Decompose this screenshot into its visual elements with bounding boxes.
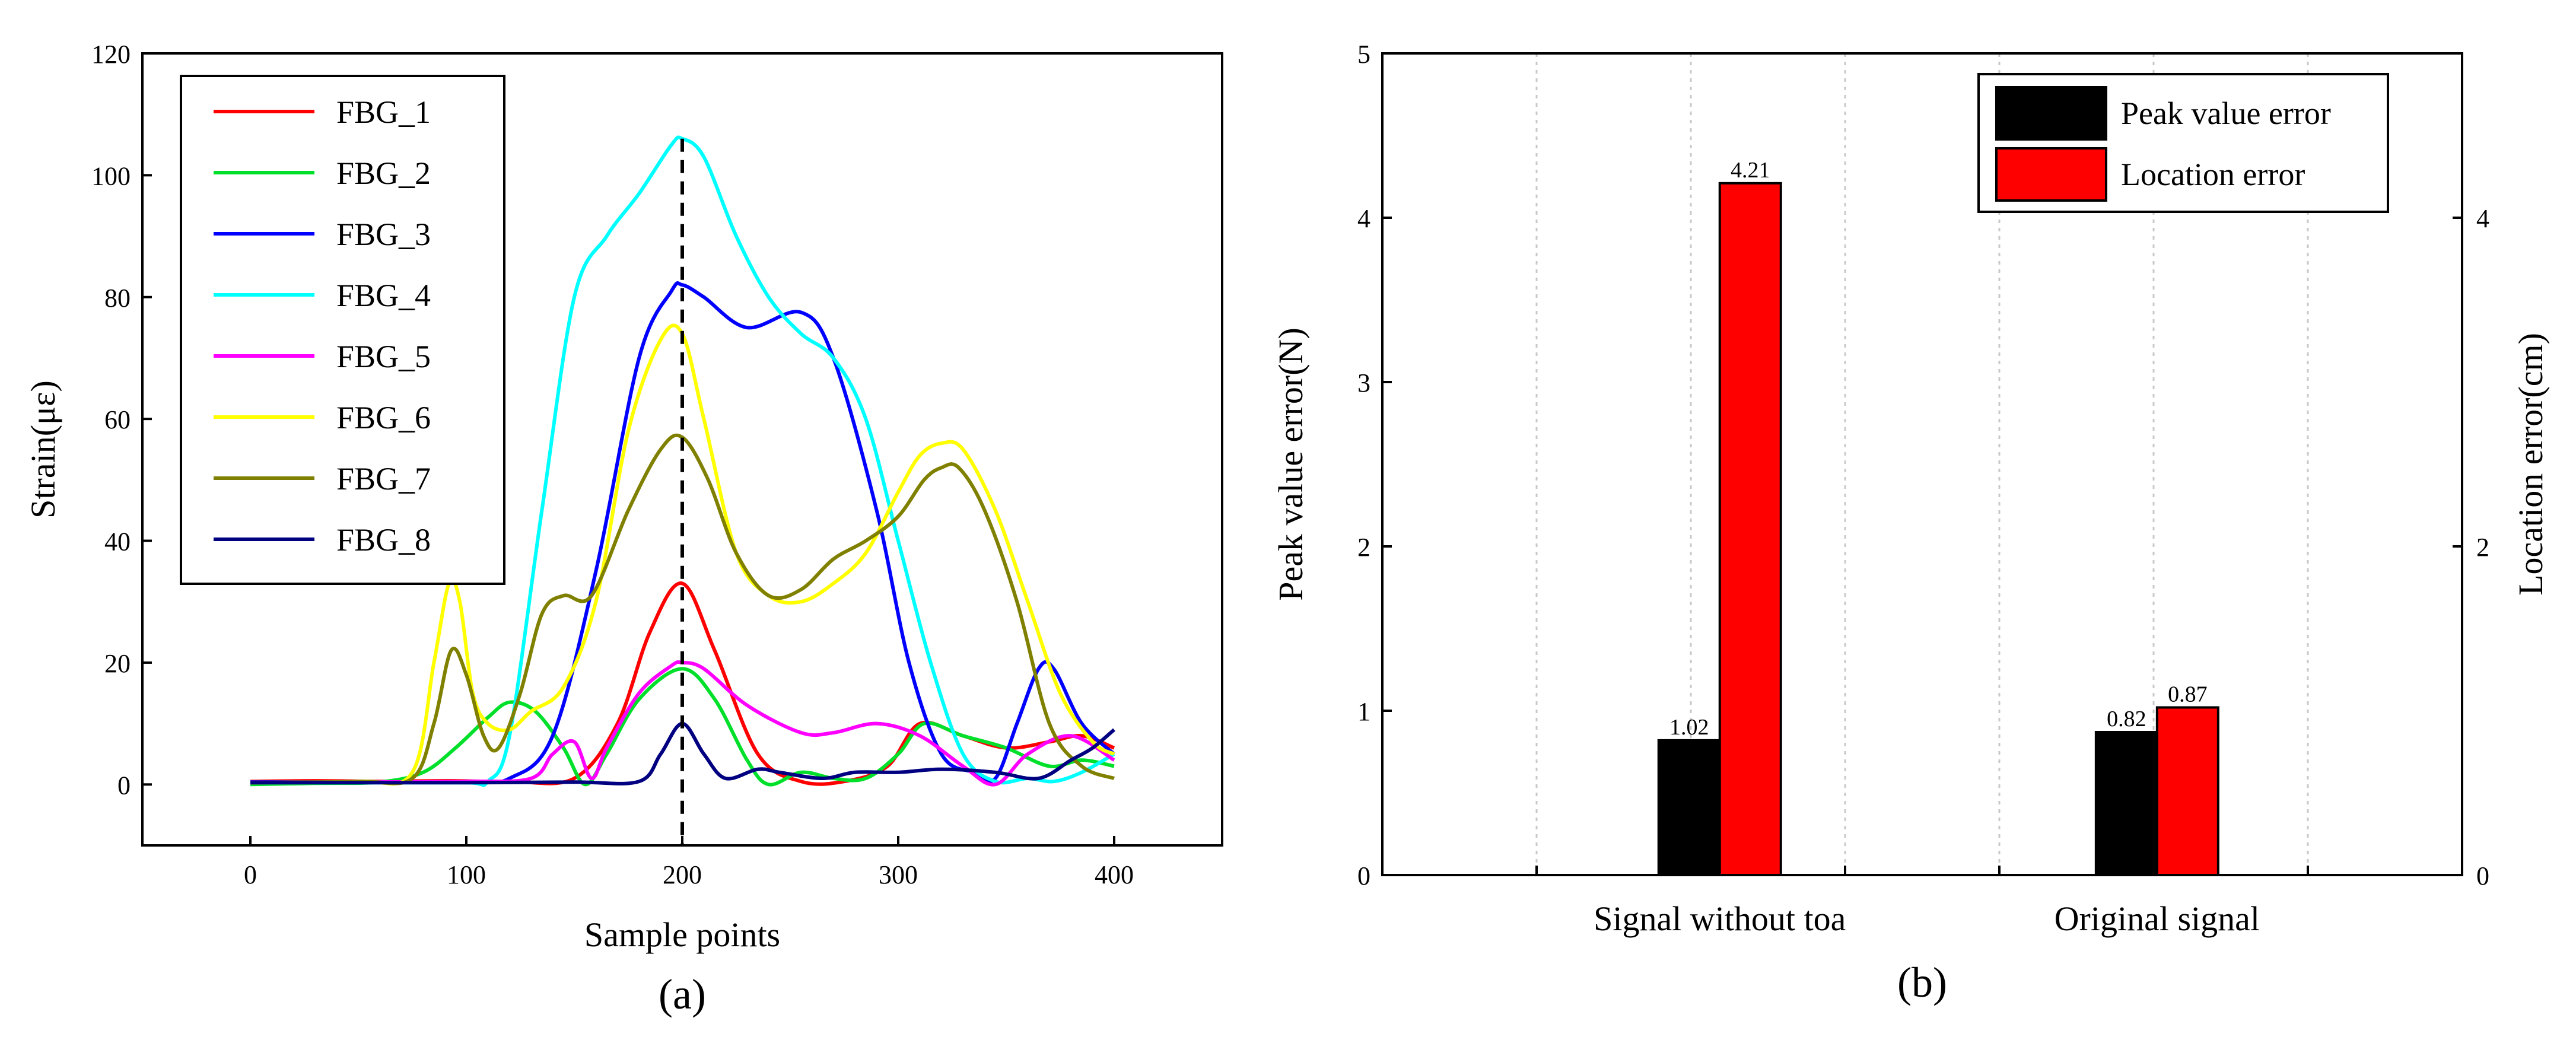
- a-legend-label: FBG_3: [336, 217, 431, 252]
- a-series-line-fbg_7: [250, 433, 1115, 785]
- b-bars-group: 1.02 4.21 0.82 0.87: [1657, 158, 2219, 877]
- a-y-axis-label: Strain(με): [24, 380, 62, 519]
- a-series-line-fbg_2: [250, 667, 1115, 787]
- b-legend-label: Location error: [2121, 157, 2305, 192]
- b-bar-location-error: [1718, 182, 1782, 877]
- a-x-axis-label: Sample points: [584, 915, 780, 954]
- b-left-tick-label: 3: [1357, 368, 1370, 397]
- a-legend: FBG_1 FBG_2 FBG_3 FBG_4 FBG_5 FBG_6 FBG_7 FBG_8: [180, 75, 505, 585]
- b-bar-peak-value-error: [1657, 739, 1721, 876]
- a-series-line-fbg_4: [250, 135, 1115, 787]
- b-x-categories: Signal without toa Original signal: [1594, 899, 2260, 938]
- panel-a-line-chart: 0 100 200 300 400 0 20 40 60 80 100 120 Sample poi…: [24, 40, 1223, 1018]
- b-left-tick-label: 5: [1357, 40, 1370, 69]
- a-panel-caption: (a): [659, 971, 706, 1018]
- a-x-tick-label: 400: [1095, 860, 1134, 889]
- a-x-ticks: 0 100 200 300 400: [244, 836, 1134, 889]
- b-legend: Peak value error Location error: [1977, 73, 2389, 213]
- a-legend-label: FBG_2: [336, 155, 431, 191]
- a-series-line-fbg_5: [250, 660, 1115, 787]
- a-legend-box: [180, 75, 505, 585]
- b-right-y-ticks: 0 2 4: [2453, 204, 2489, 890]
- a-series-line-fbg_8: [250, 721, 1115, 785]
- b-bar-value-label: 0.82: [2107, 707, 2146, 732]
- b-plot-frame: [1381, 52, 2463, 876]
- b-left-y-axis-label: Peak value error(N): [1271, 327, 1310, 601]
- b-panel-caption: (b): [1897, 959, 1947, 1006]
- b-left-tick-label: 2: [1357, 533, 1370, 562]
- b-left-tick-label: 1: [1357, 697, 1370, 726]
- b-bar-location-error: [2155, 706, 2219, 876]
- b-legend-swatch: [1995, 147, 2107, 202]
- a-y-tick-label: 80: [104, 284, 131, 313]
- a-legend-label: FBG_5: [336, 339, 431, 374]
- a-x-tick-label: 0: [244, 860, 257, 889]
- b-x-category-label: Signal without toa: [1594, 899, 1846, 938]
- a-y-tick-label: 120: [91, 40, 131, 69]
- b-bar-peak-value-error: [2094, 731, 2158, 877]
- a-x-tick-label: 300: [879, 860, 918, 889]
- a-x-tick-label: 100: [447, 860, 486, 889]
- a-y-tick-label: 60: [104, 405, 131, 434]
- b-right-tick-label: 4: [2476, 204, 2489, 233]
- b-bar-value-label: 1.02: [1669, 715, 1709, 740]
- a-y-tick-label: 20: [104, 649, 131, 678]
- b-right-tick-label: 0: [2476, 861, 2489, 890]
- b-left-y-ticks: 0 1 2 3 4 5: [1357, 40, 1392, 890]
- b-left-tick-label: 4: [1357, 204, 1370, 233]
- a-y-tick-label: 100: [91, 161, 131, 190]
- b-legend-swatch: [1995, 86, 2107, 141]
- b-bar-value-label: 4.21: [1731, 158, 1770, 183]
- b-right-tick-label: 2: [2476, 533, 2489, 562]
- b-bar-value-label: 0.87: [2168, 682, 2208, 707]
- a-y-tick-label: 40: [104, 527, 131, 556]
- a-x-tick-label: 200: [663, 860, 702, 889]
- a-legend-label: FBG_1: [336, 94, 431, 130]
- b-right-y-axis-label: Location error(cm): [2511, 333, 2550, 596]
- b-left-tick-label: 0: [1357, 861, 1370, 890]
- b-legend-label: Peak value error: [2121, 96, 2331, 131]
- b-x-category-label: Original signal: [2055, 899, 2260, 938]
- a-legend-label: FBG_4: [336, 278, 431, 313]
- a-y-tick-label: 0: [117, 771, 131, 800]
- a-legend-label: FBG_7: [336, 461, 431, 497]
- a-y-ticks: 0 20 40 60 80 100 120: [91, 40, 152, 800]
- a-legend-label: FBG_6: [336, 400, 431, 435]
- panel-b-bar-chart: 1.02 4.21 0.82 0.87 0 1 2 3 4 5 0 2 4 Signal witho…: [1271, 40, 2550, 1006]
- a-legend-label: FBG_8: [336, 522, 431, 558]
